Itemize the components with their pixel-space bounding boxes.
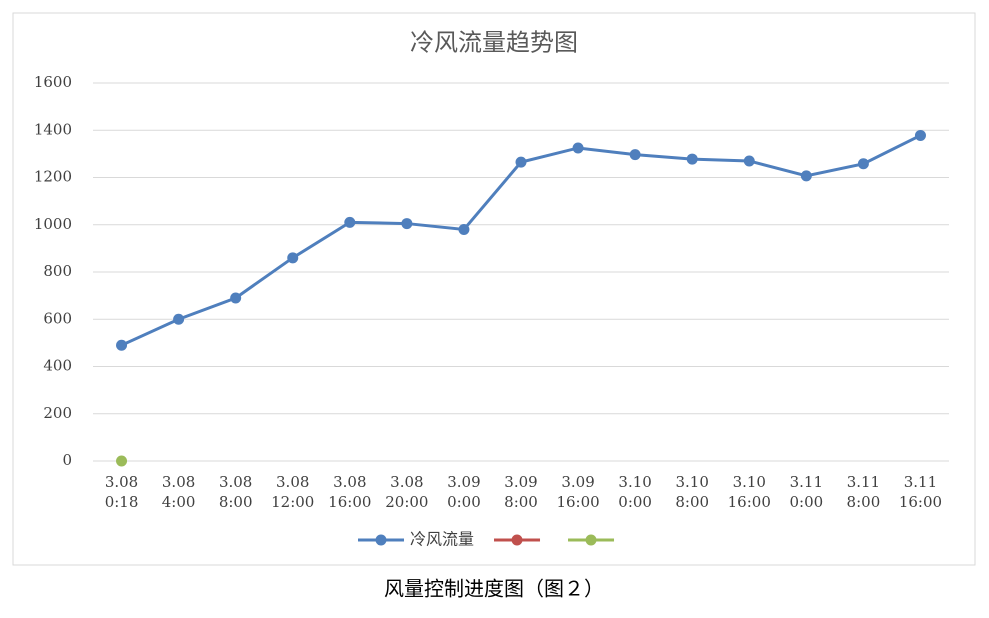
x-tick-label: 3.08 4:00	[162, 473, 196, 511]
x-tick-label-line: 20:00	[385, 493, 428, 511]
data-point	[857, 158, 869, 170]
x-tick-label-line: 3.09	[504, 473, 537, 491]
x-tick-label: 3.08 20:00	[385, 473, 428, 511]
x-tick-label: 3.08 12:00	[271, 473, 314, 511]
x-tick-label: 3.09 8:00	[504, 473, 538, 511]
chart-border	[12, 12, 976, 566]
x-tick-label-line: 3.08	[333, 473, 366, 491]
legend-label: 冷风流量	[410, 530, 474, 549]
x-tick-label-line: 8:00	[219, 493, 253, 511]
x-tick-label-line: 16:00	[728, 493, 771, 511]
x-tick-label: 3.10 16:00	[728, 473, 771, 511]
x-tick-label: 3.11 16:00	[899, 473, 942, 511]
data-point	[515, 156, 527, 168]
y-tick-label: 200	[43, 404, 72, 422]
x-tick-label-line: 0:00	[789, 493, 823, 511]
data-point	[914, 129, 926, 141]
x-tick-label-line: 3.08	[162, 473, 195, 491]
x-tick-label: 3.10 0:00	[618, 473, 652, 511]
x-tick-label-line: 3.11	[847, 473, 880, 491]
data-point	[116, 455, 128, 467]
x-tick-label-line: 3.09	[561, 473, 594, 491]
data-point	[629, 149, 641, 161]
chart-title: 冷风流量趋势图	[410, 29, 578, 57]
x-tick-label: 3.11 8:00	[847, 473, 881, 511]
data-point	[458, 223, 470, 235]
x-tick-label-line: 0:18	[105, 493, 139, 511]
x-tick-label-line: 3.08	[276, 473, 309, 491]
x-tick-label-line: 4:00	[162, 493, 196, 511]
y-tick-label: 1200	[34, 168, 72, 186]
x-tick-label-line: 3.11	[904, 473, 937, 491]
data-point	[116, 339, 128, 351]
x-tick-label-line: 12:00	[271, 493, 314, 511]
x-tick-label: 3.08 0:18	[105, 473, 139, 511]
data-point	[686, 153, 698, 165]
x-tick-label-line: 3.10	[675, 473, 708, 491]
x-tick-label-line: 16:00	[328, 493, 371, 511]
data-point	[800, 170, 812, 182]
x-tick-label-line: 16:00	[556, 493, 599, 511]
data-point	[743, 155, 755, 167]
x-tick-label-line: 3.11	[790, 473, 823, 491]
x-tick-label-line: 3.09	[447, 473, 480, 491]
x-tick-label: 3.11 0:00	[789, 473, 823, 511]
data-point	[230, 292, 242, 304]
caption: 风量控制进度图（图２）	[384, 577, 604, 601]
y-tick-label: 1400	[34, 120, 72, 138]
y-tick-label: 0	[62, 451, 72, 469]
y-tick-label: 400	[43, 357, 72, 375]
y-tick-label: 1000	[34, 215, 72, 233]
data-point	[344, 216, 356, 228]
x-tick-label-line: 16:00	[899, 493, 942, 511]
legend-marker	[375, 534, 387, 546]
x-tick-label: 3.08 8:00	[219, 473, 253, 511]
x-tick-label-line: 0:00	[447, 493, 481, 511]
x-tick-label-line: 8:00	[504, 493, 538, 511]
x-tick-label-line: 3.10	[733, 473, 766, 491]
x-tick-label: 3.09 0:00	[447, 473, 481, 511]
data-point	[401, 218, 413, 230]
y-tick-label: 800	[43, 262, 72, 280]
data-point	[173, 313, 185, 325]
y-tick-label: 1600	[34, 73, 72, 91]
legend-marker	[585, 534, 597, 546]
x-tick-label-line: 3.08	[219, 473, 252, 491]
data-point	[572, 142, 584, 154]
x-tick-label-line: 3.08	[105, 473, 138, 491]
x-tick-label-line: 8:00	[675, 493, 709, 511]
x-tick-label-line: 3.10	[618, 473, 651, 491]
data-point	[287, 252, 299, 264]
x-tick-label-line: 3.08	[390, 473, 423, 491]
x-tick-label: 3.10 8:00	[675, 473, 709, 511]
x-tick-label: 3.09 16:00	[556, 473, 599, 511]
y-tick-label: 600	[43, 309, 72, 327]
legend-marker	[511, 534, 523, 546]
x-tick-label-line: 8:00	[847, 493, 881, 511]
x-tick-label-line: 0:00	[618, 493, 652, 511]
x-tick-label: 3.08 16:00	[328, 473, 371, 511]
